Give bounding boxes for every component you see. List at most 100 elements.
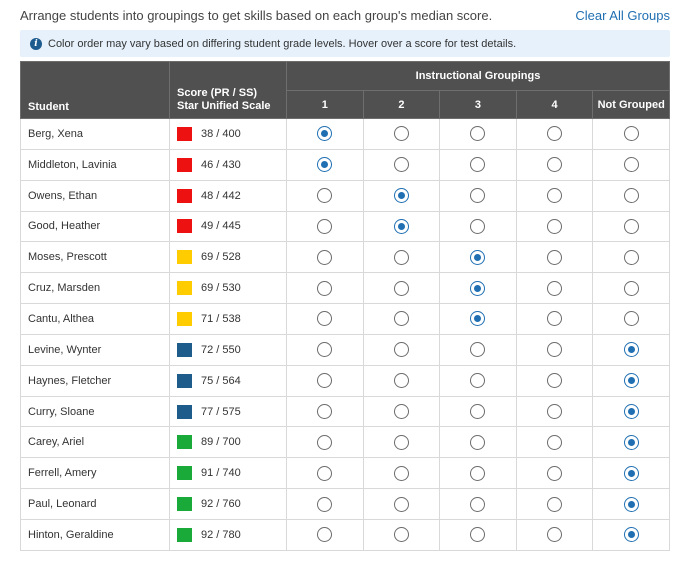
group-1-radio[interactable] xyxy=(317,342,333,358)
not-grouped-radio[interactable] xyxy=(623,373,639,389)
group-1-radio[interactable] xyxy=(317,280,333,296)
group-4-radio[interactable] xyxy=(547,342,563,358)
score-cell[interactable]: 71 / 538 xyxy=(169,303,287,335)
group-2-radio[interactable] xyxy=(393,434,409,450)
group-2-radio[interactable] xyxy=(393,280,409,296)
group-1-radio[interactable] xyxy=(317,373,333,389)
group-2-radio[interactable] xyxy=(393,527,409,543)
group-2-radio[interactable] xyxy=(393,404,409,420)
score-value[interactable]: 46 / 430 xyxy=(201,158,241,171)
group-3-radio[interactable] xyxy=(470,342,486,358)
group-2-radio[interactable] xyxy=(393,496,409,512)
not-grouped-radio[interactable] xyxy=(623,218,639,234)
score-value[interactable]: 91 / 740 xyxy=(201,467,241,480)
not-grouped-radio[interactable] xyxy=(623,188,639,204)
group-1-radio[interactable] xyxy=(317,465,333,481)
score-cell[interactable]: 75 / 564 xyxy=(169,364,287,397)
group-1-radio[interactable] xyxy=(317,434,333,450)
group-2-radio[interactable] xyxy=(393,373,409,389)
not-grouped-radio[interactable] xyxy=(623,465,639,481)
score-value[interactable]: 48 / 442 xyxy=(201,189,241,202)
score-value[interactable]: 77 / 575 xyxy=(201,405,241,418)
group-2-radio[interactable] xyxy=(393,249,409,265)
not-grouped-radio[interactable] xyxy=(623,404,639,420)
group-3-radio[interactable] xyxy=(470,249,486,265)
clear-all-groups-link[interactable]: Clear All Groups xyxy=(575,8,670,23)
score-cell[interactable]: 89 / 700 xyxy=(169,426,287,459)
group-3-radio[interactable] xyxy=(470,218,486,234)
group-4-radio[interactable] xyxy=(547,249,563,265)
group-1-cell xyxy=(286,241,364,274)
group-4-radio[interactable] xyxy=(547,157,563,173)
score-value[interactable]: 72 / 550 xyxy=(201,343,241,356)
score-value[interactable]: 75 / 564 xyxy=(201,374,241,387)
group-3-radio[interactable] xyxy=(470,311,486,327)
score-value[interactable]: 69 / 530 xyxy=(201,282,241,295)
group-1-radio[interactable] xyxy=(317,496,333,512)
group-1-radio[interactable] xyxy=(317,188,333,204)
group-3-radio[interactable] xyxy=(470,157,486,173)
score-cell[interactable]: 69 / 530 xyxy=(169,272,287,305)
group-3-radio[interactable] xyxy=(470,465,486,481)
group-2-radio[interactable] xyxy=(393,126,409,142)
group-2-radio[interactable] xyxy=(393,465,409,481)
not-grouped-radio[interactable] xyxy=(623,280,639,296)
score-value[interactable]: 89 / 700 xyxy=(201,436,241,449)
not-grouped-radio[interactable] xyxy=(623,126,639,142)
group-2-radio[interactable] xyxy=(393,188,409,204)
score-cell[interactable]: 48 / 442 xyxy=(169,179,287,212)
score-value[interactable]: 92 / 760 xyxy=(201,498,241,511)
group-4-radio[interactable] xyxy=(547,404,563,420)
group-3-radio[interactable] xyxy=(470,373,486,389)
group-1-radio[interactable] xyxy=(317,249,333,265)
group-4-radio[interactable] xyxy=(547,465,563,481)
group-3-radio[interactable] xyxy=(470,126,486,142)
not-grouped-radio[interactable] xyxy=(623,157,639,173)
group-1-radio[interactable] xyxy=(317,404,333,420)
group-3-radio[interactable] xyxy=(470,280,486,296)
score-cell[interactable]: 92 / 780 xyxy=(169,518,287,551)
group-1-radio[interactable] xyxy=(317,126,333,142)
group-3-radio[interactable] xyxy=(470,527,486,543)
group-4-radio[interactable] xyxy=(547,188,563,204)
score-cell[interactable]: 92 / 760 xyxy=(169,488,287,520)
not-grouped-radio[interactable] xyxy=(623,527,639,543)
score-cell[interactable]: 69 / 528 xyxy=(169,241,287,274)
not-grouped-radio[interactable] xyxy=(623,311,639,327)
group-4-radio[interactable] xyxy=(547,496,563,512)
group-1-radio[interactable] xyxy=(317,311,333,327)
not-grouped-radio[interactable] xyxy=(623,342,639,358)
group-4-radio[interactable] xyxy=(547,434,563,450)
score-value[interactable]: 71 / 538 xyxy=(201,312,241,325)
group-4-radio[interactable] xyxy=(547,280,563,296)
group-2-radio[interactable] xyxy=(393,218,409,234)
group-1-radio[interactable] xyxy=(317,527,333,543)
group-4-radio[interactable] xyxy=(547,311,563,327)
group-4-radio[interactable] xyxy=(547,218,563,234)
score-value[interactable]: 49 / 445 xyxy=(201,220,241,233)
group-3-radio[interactable] xyxy=(470,188,486,204)
not-grouped-radio[interactable] xyxy=(623,496,639,512)
score-value[interactable]: 69 / 528 xyxy=(201,251,241,264)
group-3-radio[interactable] xyxy=(470,496,486,512)
group-1-radio[interactable] xyxy=(317,157,333,173)
not-grouped-radio[interactable] xyxy=(623,249,639,265)
score-cell[interactable]: 38 / 400 xyxy=(169,118,287,150)
score-value[interactable]: 92 / 780 xyxy=(201,528,241,541)
score-cell[interactable]: 72 / 550 xyxy=(169,333,287,366)
group-2-radio[interactable] xyxy=(393,342,409,358)
group-1-radio[interactable] xyxy=(317,218,333,234)
score-value[interactable]: 38 / 400 xyxy=(201,127,241,140)
group-2-radio[interactable] xyxy=(393,157,409,173)
not-grouped-radio[interactable] xyxy=(623,434,639,450)
group-3-radio[interactable] xyxy=(470,434,486,450)
group-4-radio[interactable] xyxy=(547,527,563,543)
group-2-radio[interactable] xyxy=(393,311,409,327)
score-cell[interactable]: 46 / 430 xyxy=(169,148,287,181)
group-4-radio[interactable] xyxy=(547,126,563,142)
group-3-radio[interactable] xyxy=(470,404,486,420)
score-cell[interactable]: 77 / 575 xyxy=(169,395,287,428)
group-4-radio[interactable] xyxy=(547,373,563,389)
score-cell[interactable]: 49 / 445 xyxy=(169,210,287,243)
score-cell[interactable]: 91 / 740 xyxy=(169,457,287,490)
